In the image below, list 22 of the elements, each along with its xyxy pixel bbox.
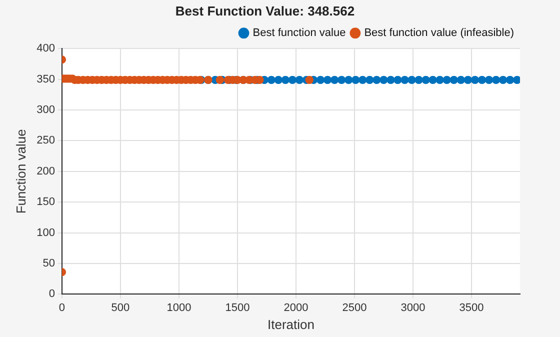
y-tick-label: 50 (42, 258, 55, 270)
y-axis-title: Function value (13, 129, 28, 214)
x-tick-label: 2500 (342, 302, 367, 314)
y-tick-label: 0 (48, 288, 55, 300)
chart-title: Best Function Value: 348.562 (175, 3, 355, 18)
x-tick-label: 3000 (400, 302, 426, 314)
x-tick-label: 500 (111, 302, 130, 314)
x-tick-label: 1000 (166, 302, 192, 314)
legend-label: Best function value (252, 27, 346, 40)
x-axis-title: Iteration (267, 316, 314, 332)
y-tick-label: 350 (36, 73, 55, 86)
y-tick-label: 150 (36, 196, 55, 208)
x-tick-label: 2000 (284, 302, 308, 314)
x-tick-label: 0 (58, 302, 66, 314)
legend-label: Best function value (infeasible) (364, 27, 514, 40)
y-tick-label: 400 (36, 42, 55, 55)
y-tick-label: 250 (36, 134, 55, 147)
y-tick-label: 200 (36, 165, 55, 178)
y-tick-label: 300 (36, 104, 55, 116)
x-tick-label: 3500 (459, 302, 484, 314)
x-tick-label: 1500 (225, 302, 250, 314)
y-tick-label: 100 (36, 226, 55, 239)
